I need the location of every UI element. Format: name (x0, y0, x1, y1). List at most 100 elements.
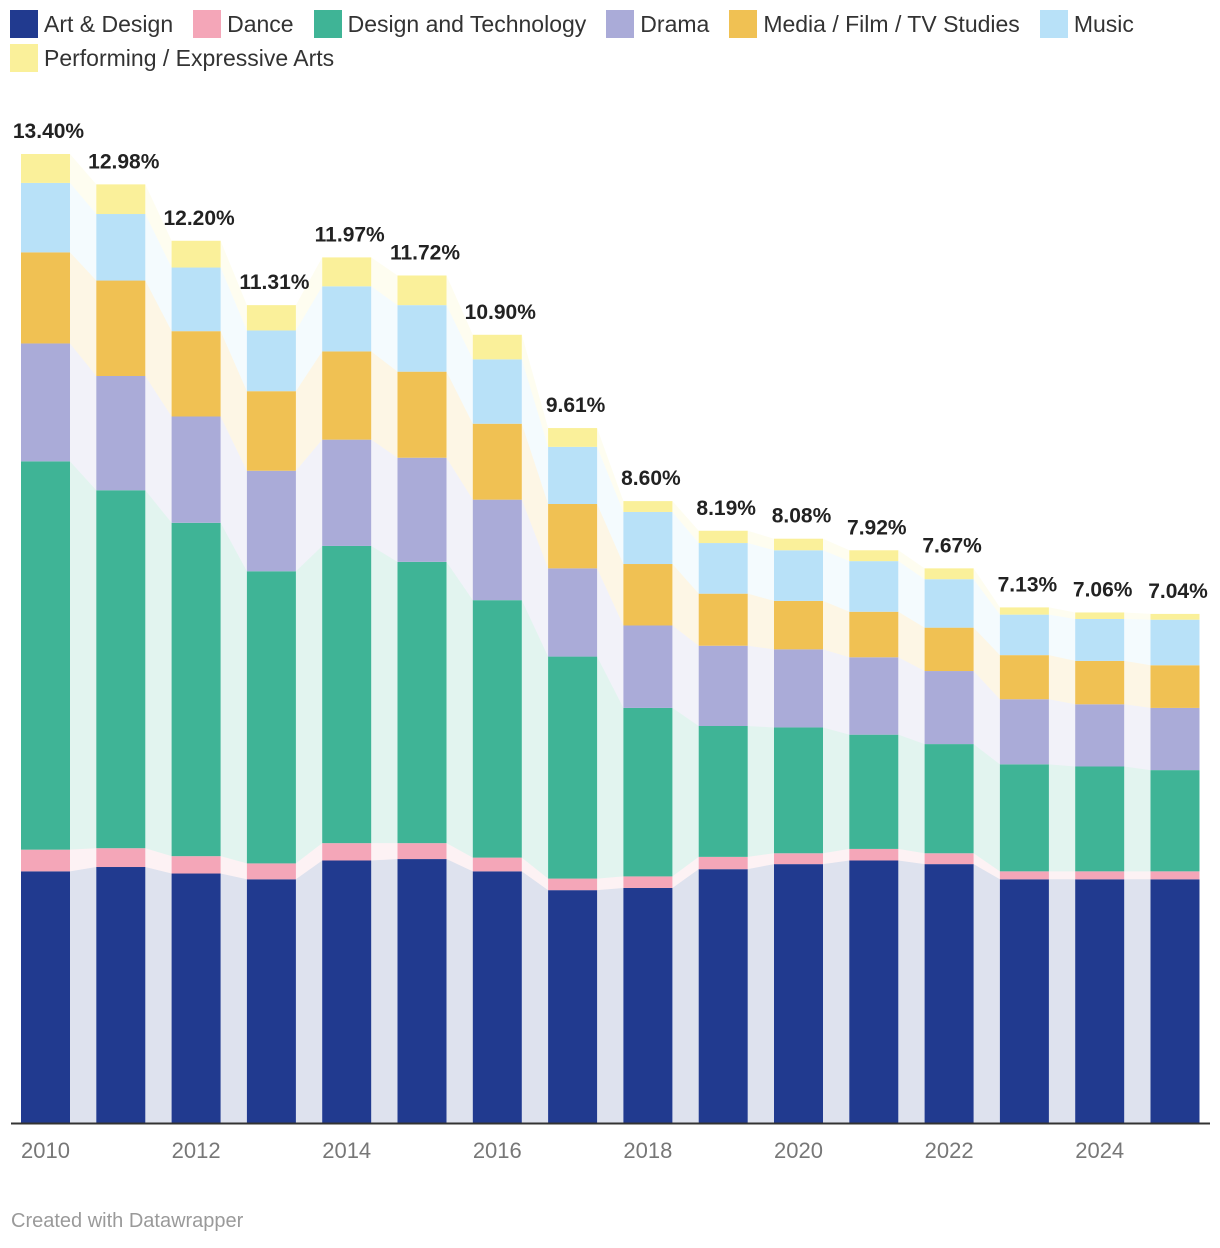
band-design-and-technology-2019 (747, 725, 774, 857)
band-music-2011 (145, 214, 172, 332)
chart-legend: Art & Design Dance Design and Technology Dr… (10, 10, 1215, 72)
band-art-and-design-2013 (295, 860, 323, 1123)
band-art-and-design-2014 (371, 859, 398, 1123)
band-music-2010 (70, 182, 97, 281)
bar-dance-2022 (924, 853, 974, 865)
bar-art-and-design-2024 (1075, 879, 1125, 1123)
bar-art-and-design-2010 (21, 871, 70, 1123)
band-media-film-tv-studies-2015 (446, 371, 473, 500)
band-drama-2017 (597, 568, 624, 708)
band-music-2022 (973, 579, 1000, 656)
band-music-2018 (672, 511, 699, 594)
bar-art-and-design-2016 (472, 871, 522, 1123)
band-design-and-technology-2010 (70, 461, 97, 850)
x-tick-label-2022: 2022 (925, 1138, 974, 1163)
bar-media-film-tv-studies-2024 (1075, 660, 1125, 705)
bar-music-2015 (397, 305, 447, 372)
bar-performing-expressive-arts-2023 (999, 607, 1049, 615)
band-drama-2019 (747, 645, 774, 728)
bar-dance-2011 (96, 848, 146, 868)
band-design-and-technology-2017 (597, 656, 624, 879)
bar-design-and-technology-2024 (1075, 766, 1125, 872)
bar-drama-2012 (171, 416, 221, 523)
bar-music-2013 (246, 330, 296, 392)
bar-performing-expressive-arts-2018 (623, 501, 673, 512)
band-media-film-tv-studies-2022 (973, 627, 1000, 700)
x-tick-labels: 2010 2012 2014 2016 2018 2020 2022 2024 (21, 1138, 1124, 1163)
bar-dance-2015 (397, 843, 447, 860)
bar-music-2019 (698, 543, 748, 594)
bar-performing-expressive-arts-2015 (397, 275, 447, 306)
bar-design-and-technology-2015 (397, 561, 447, 844)
band-dance-2019 (747, 853, 774, 870)
bar-music-2011 (96, 214, 146, 281)
band-dance-2017 (597, 876, 624, 891)
total-label-2018: 8.60% (621, 467, 681, 490)
bar-music-2018 (623, 511, 673, 565)
bar-design-and-technology-2010 (21, 461, 70, 850)
legend-item-performing-expressive-arts: Performing / Expressive Arts (10, 44, 334, 72)
bar-dance-2017 (548, 878, 598, 891)
bar-drama-2023 (999, 699, 1049, 765)
bar-media-film-tv-studies-2020 (774, 600, 823, 650)
bar-design-and-technology-2013 (246, 571, 296, 864)
total-label-2025: 7.04% (1148, 580, 1208, 603)
band-performing-expressive-arts-2022 (973, 568, 1000, 615)
bar-drama-2024 (1075, 704, 1125, 767)
band-performing-expressive-arts-2015 (446, 275, 473, 360)
band-drama-2024 (1124, 704, 1151, 771)
band-performing-expressive-arts-2017 (597, 428, 624, 512)
bar-drama-2018 (623, 625, 673, 708)
bar-performing-expressive-arts-2019 (698, 530, 748, 544)
total-labels: 13.40%12.98% 12.20% 11.31% 11.97%11.72% 10.9… (13, 120, 1208, 603)
x-tick-label-2018: 2018 (623, 1138, 672, 1163)
bar-design-and-technology-2021 (849, 734, 899, 849)
bar-drama-2020 (774, 649, 823, 728)
band-design-and-technology-2021 (898, 734, 925, 854)
band-drama-2021 (898, 657, 925, 745)
band-music-2013 (295, 286, 323, 392)
bar-art-and-design-2019 (698, 869, 748, 1123)
band-media-film-tv-studies-2014 (371, 351, 398, 458)
bar-performing-expressive-arts-2021 (849, 550, 899, 562)
band-dance-2011 (145, 848, 172, 874)
bar-dance-2024 (1075, 871, 1125, 880)
bar-dance-2014 (322, 843, 372, 861)
band-design-and-technology-2022 (973, 744, 1000, 872)
band-music-2024 (1124, 618, 1151, 666)
band-drama-2010 (70, 343, 97, 491)
legend-item-dance: Dance (193, 10, 294, 38)
bar-media-film-tv-studies-2019 (698, 593, 748, 646)
band-dance-2018 (672, 856, 699, 888)
legend-swatch (606, 10, 635, 38)
bar-music-2021 (849, 561, 899, 612)
bar-media-film-tv-studies-2012 (171, 331, 221, 417)
bar-music-2020 (774, 550, 823, 601)
band-art-and-design-2016 (521, 871, 549, 1123)
x-tick-label-2014: 2014 (322, 1138, 371, 1163)
band-dance-2012 (220, 856, 247, 880)
bar-design-and-technology-2019 (698, 725, 748, 857)
bar-performing-expressive-arts-2012 (171, 240, 221, 268)
band-dance-2013 (295, 843, 323, 880)
band-art-and-design-2010 (70, 867, 97, 1123)
bar-dance-2018 (623, 876, 673, 888)
band-performing-expressive-arts-2018 (672, 501, 699, 544)
band-performing-expressive-arts-2023 (1048, 607, 1076, 619)
band-performing-expressive-arts-2013 (295, 257, 323, 331)
band-media-film-tv-studies-2018 (672, 564, 699, 646)
band-design-and-technology-2012 (220, 522, 247, 864)
band-performing-expressive-arts-2020 (823, 538, 850, 562)
band-design-and-technology-2023 (1048, 764, 1076, 872)
band-drama-2015 (446, 457, 473, 601)
total-label-2021: 7.92% (847, 516, 907, 539)
band-design-and-technology-2018 (672, 707, 699, 877)
bar-media-film-tv-studies-2010 (21, 252, 70, 344)
bar-design-and-technology-2020 (774, 727, 823, 854)
bar-dance-2016 (472, 857, 522, 872)
bar-dance-2021 (849, 848, 899, 861)
bar-drama-2015 (397, 457, 447, 562)
band-art-and-design-2015 (446, 859, 473, 1123)
band-drama-2016 (521, 499, 549, 657)
